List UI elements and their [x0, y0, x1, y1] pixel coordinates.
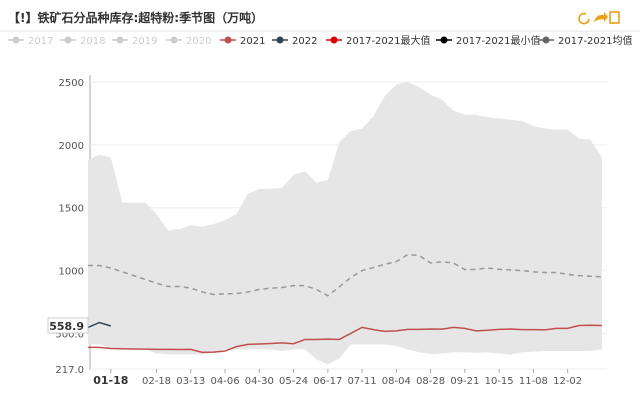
legend-dot [330, 36, 338, 44]
legend-label: 2020 [186, 36, 211, 47]
y-tick-label: 1000 [59, 267, 84, 278]
refresh-icon[interactable] [578, 12, 590, 25]
legend-dot [170, 36, 178, 44]
legend-item[interactable]: 2017-2021最小值 [436, 34, 541, 47]
toolbar-icons [578, 11, 620, 25]
y-tick-label: 2000 [59, 141, 84, 152]
x-tick-label: 04-30 [245, 376, 274, 387]
x-tick-label: 08-04 [382, 376, 411, 387]
legend-item[interactable]: 2022 [272, 36, 317, 47]
series-line [87, 321, 112, 329]
x-tick-label: 01-18 [93, 374, 128, 387]
legend-item[interactable]: 2021 [220, 36, 265, 47]
legend-label: 2018 [80, 36, 105, 47]
range-band [88, 82, 602, 365]
legend-dot [64, 36, 72, 44]
x-tick-label: 05-24 [279, 376, 308, 387]
y-tick-label: 2500 [59, 78, 84, 89]
series-line [88, 324, 602, 354]
legend-dot [276, 36, 284, 44]
legend-item[interactable]: 2017 [8, 36, 53, 47]
value-label: 558.9 [49, 320, 84, 333]
share-icon[interactable] [594, 12, 608, 22]
legend-dot [440, 36, 448, 44]
y-tick-label: 217.0 [55, 365, 84, 376]
legend-dot [12, 36, 20, 44]
save-icon[interactable] [609, 11, 620, 24]
legend-dot [542, 36, 550, 44]
x-tick-label: 06-17 [313, 376, 342, 387]
x-tick-label: 11-08 [519, 376, 548, 387]
x-tick-label: 02-18 [142, 376, 171, 387]
legend-label: 2021 [240, 36, 265, 47]
x-tick-label: 03-13 [176, 376, 205, 387]
legend-item[interactable]: 2019 [112, 36, 157, 47]
y-tick-label: 1500 [59, 204, 84, 215]
legend-label: 2019 [132, 36, 157, 47]
legend-dot [116, 36, 124, 44]
x-tick-label: 09-21 [450, 376, 479, 387]
legend-dot [224, 36, 232, 44]
legend-label: 2017-2021最大值 [346, 34, 431, 47]
legend-item[interactable]: 2018 [60, 36, 105, 47]
legend-label: 2022 [292, 36, 317, 47]
y-tick-label: 500.0 [55, 329, 84, 340]
x-tick-label: 08-28 [416, 376, 445, 387]
value-label-box [47, 317, 89, 334]
x-tick-label: 07-11 [348, 376, 377, 387]
series-line [88, 253, 602, 297]
x-tick-label: 12-02 [553, 376, 582, 387]
legend-label: 2017-2021最小值 [456, 34, 541, 47]
chart-title: 【!】铁矿石分品种库存:超特粉:季节图（万吨） [8, 10, 263, 25]
x-tick-label: 04-06 [211, 376, 240, 387]
x-tick-label: 10-15 [485, 376, 514, 387]
legend-label: 2017 [28, 36, 53, 47]
legend-item[interactable]: 2017-2021均值 [538, 34, 633, 47]
legend-label: 2017-2021均值 [558, 34, 633, 47]
legend-item[interactable]: 2020 [166, 36, 211, 47]
legend-item[interactable]: 2017-2021最大值 [326, 34, 431, 47]
